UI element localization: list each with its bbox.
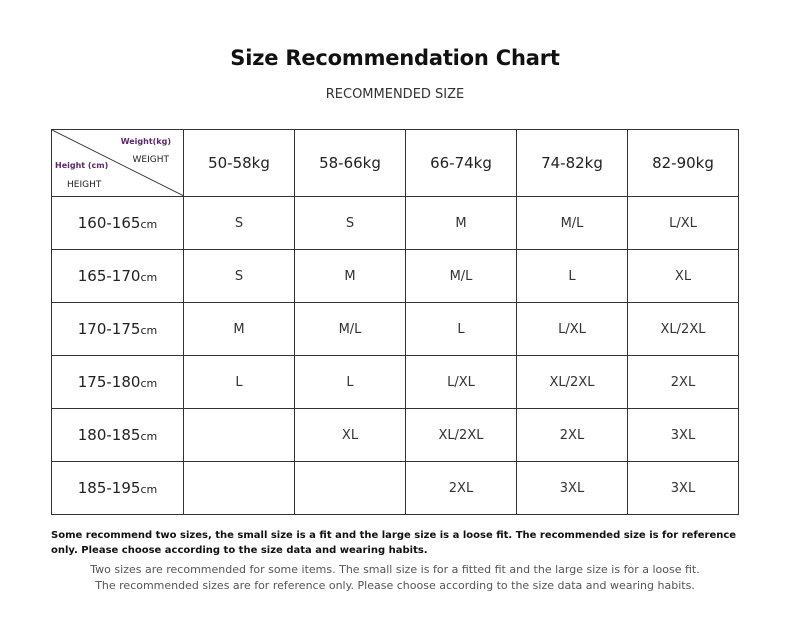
size-cell: L [294, 355, 406, 409]
size-cell: M [405, 196, 517, 250]
height-unit: cm [140, 324, 158, 337]
height-range: 165-170 [77, 267, 141, 285]
size-cell: M/L [516, 196, 628, 250]
height-label: Height (cm) [55, 161, 109, 170]
page-subtitle: RECOMMENDED SIZE [325, 87, 465, 102]
corner-cell: Weight(kg) WEIGHT Height (cm) HEIGHT [51, 129, 184, 197]
size-cell: 2XL [627, 355, 739, 409]
size-cell: XL [294, 408, 406, 462]
height-cell: 170-175cm [51, 302, 184, 356]
weight-header: 58-66kg [294, 129, 406, 197]
weight-header: 82-90kg [627, 129, 739, 197]
size-cell: XL [627, 249, 739, 303]
height-range: 175-180 [77, 373, 141, 391]
table-row: 165-170cm S M M/L L XL [51, 249, 739, 303]
size-cell: 2XL [405, 461, 517, 515]
height-unit: cm [140, 377, 158, 390]
size-cell: 3XL [627, 461, 739, 515]
size-cell: M [183, 302, 295, 356]
weight-header: 50-58kg [183, 129, 295, 197]
note-line: Two sizes are recommended for some items… [90, 563, 700, 576]
height-unit: cm [140, 430, 158, 443]
size-cell: S [183, 249, 295, 303]
height-unit: cm [140, 218, 158, 231]
height-cell: 185-195cm [51, 461, 184, 515]
size-cell: M/L [405, 249, 517, 303]
height-cell: 160-165cm [51, 196, 184, 250]
size-cell: 3XL [516, 461, 628, 515]
table-row: 170-175cm M M/L L L/XL XL/2XL [51, 302, 739, 356]
size-cell: 2XL [516, 408, 628, 462]
page-title: Size Recommendation Chart [230, 46, 560, 70]
table-row: 160-165cm S S M M/L L/XL [51, 196, 739, 250]
height-unit: cm [140, 483, 158, 496]
size-cell [294, 461, 406, 515]
weight-header: 74-82kg [516, 129, 628, 197]
header-row: Weight(kg) WEIGHT Height (cm) HEIGHT 50-… [51, 129, 739, 197]
size-cell: L/XL [405, 355, 517, 409]
diagonal-divider [52, 130, 183, 196]
table-row: 180-185cm XL XL/2XL 2XL 3XL [51, 408, 739, 462]
height-label-en: HEIGHT [67, 180, 102, 190]
height-range: 185-195 [77, 479, 141, 497]
size-cell: M [294, 249, 406, 303]
table-row: 185-195cm 2XL 3XL 3XL [51, 461, 739, 515]
weight-label-en: WEIGHT [132, 155, 169, 165]
size-cell: L/XL [627, 196, 739, 250]
size-table: Weight(kg) WEIGHT Height (cm) HEIGHT 50-… [51, 129, 739, 515]
size-cell: XL/2XL [516, 355, 628, 409]
table-row: 175-180cm L L L/XL XL/2XL 2XL [51, 355, 739, 409]
size-cell: L/XL [516, 302, 628, 356]
size-cell: XL/2XL [405, 408, 517, 462]
height-cell: 175-180cm [51, 355, 184, 409]
height-range: 180-185 [77, 426, 141, 444]
size-cell: M/L [294, 302, 406, 356]
recommendation-note-secondary: Two sizes are recommended for some items… [0, 562, 790, 594]
size-cell: L [405, 302, 517, 356]
size-cell [183, 408, 295, 462]
size-cell: XL/2XL [627, 302, 739, 356]
height-range: 170-175 [77, 320, 141, 338]
size-cell: S [294, 196, 406, 250]
size-cell: L [183, 355, 295, 409]
size-cell: L [516, 249, 628, 303]
height-range: 160-165 [77, 214, 141, 232]
recommendation-note: Some recommend two sizes, the small size… [51, 530, 737, 556]
weight-label: Weight(kg) [120, 137, 171, 146]
height-unit: cm [140, 271, 158, 284]
weight-header: 66-74kg [405, 129, 517, 197]
size-cell: 3XL [627, 408, 739, 462]
height-cell: 165-170cm [51, 249, 184, 303]
size-cell [183, 461, 295, 515]
size-cell: S [183, 196, 295, 250]
note-line: The recommended sizes are for reference … [95, 579, 695, 592]
height-cell: 180-185cm [51, 408, 184, 462]
